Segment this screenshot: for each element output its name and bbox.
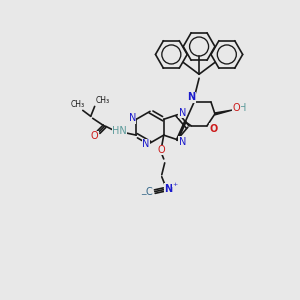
Polygon shape — [215, 110, 233, 115]
Text: C: C — [146, 187, 152, 196]
Text: HN: HN — [112, 126, 127, 136]
Text: N: N — [142, 139, 150, 149]
Text: O: O — [233, 103, 241, 113]
Text: O: O — [210, 124, 218, 134]
Text: N: N — [178, 108, 186, 118]
Text: N: N — [187, 92, 195, 102]
Text: N: N — [129, 113, 136, 123]
Text: O: O — [158, 145, 166, 155]
Text: +: + — [172, 182, 177, 187]
Text: O: O — [91, 131, 98, 141]
Text: −: − — [140, 190, 146, 199]
Text: N: N — [165, 184, 173, 194]
Text: N: N — [178, 136, 186, 147]
Text: CH₃: CH₃ — [71, 100, 85, 109]
Text: CH₃: CH₃ — [95, 96, 110, 105]
Text: H: H — [239, 103, 246, 113]
